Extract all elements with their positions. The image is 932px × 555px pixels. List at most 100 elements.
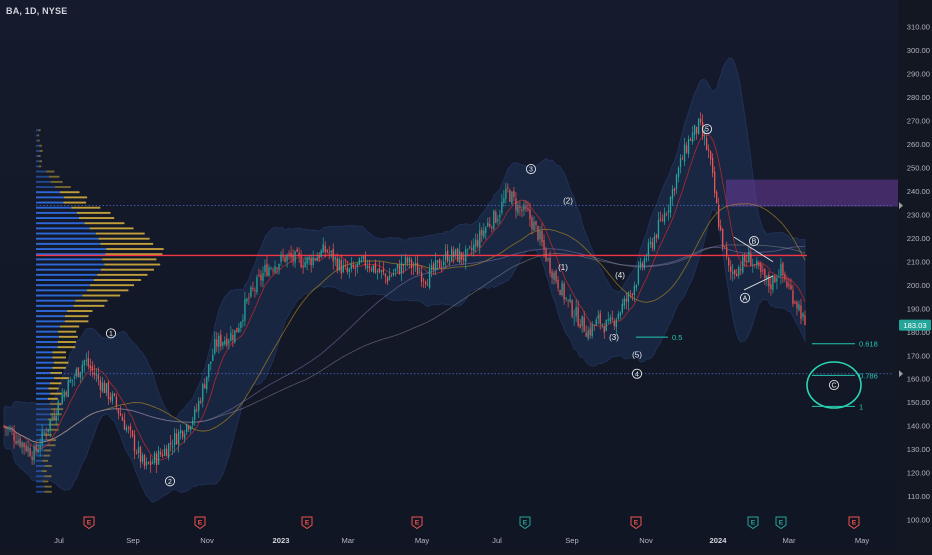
volume-profile-bar-up	[36, 392, 51, 395]
candle-body	[43, 432, 45, 434]
candle-body	[473, 244, 475, 252]
volume-profile-bar-down	[59, 191, 80, 194]
candle-body	[121, 416, 124, 421]
volume-profile-bar-up	[36, 382, 50, 385]
candle-body	[681, 158, 684, 160]
candle-body	[655, 234, 658, 239]
candle-body	[768, 274, 770, 287]
earnings-marker[interactable]: E	[747, 516, 759, 530]
fib-level-label: 1	[859, 402, 863, 411]
candle-body	[294, 251, 296, 263]
candle-body	[707, 149, 710, 151]
earnings-icon	[194, 516, 206, 530]
candle-body	[730, 266, 732, 272]
candle-body	[517, 205, 519, 213]
candle-body	[583, 317, 585, 332]
candle-body	[770, 284, 772, 289]
candle-body	[97, 374, 99, 380]
candle-body	[378, 268, 381, 273]
price-axis[interactable]: 310.00 300.00 290.00 280.00 270.00 260.00 250.…	[898, 0, 932, 550]
candle-body	[412, 266, 415, 268]
candle-body	[111, 393, 114, 402]
candle-body	[746, 260, 748, 263]
candle-body	[625, 299, 627, 302]
candle-body	[262, 273, 264, 281]
candle-body	[599, 313, 601, 324]
volume-profile-bar-up	[36, 377, 55, 380]
wave-label-B: B	[748, 236, 760, 247]
bollinger-bands	[3, 57, 806, 503]
candle-body	[278, 264, 280, 270]
candle-body	[296, 249, 298, 252]
candle-body	[553, 272, 555, 280]
candle-body	[422, 279, 425, 281]
wave-label-C: C	[828, 379, 840, 391]
candle-body	[539, 231, 541, 240]
symbol-title[interactable]: BA, 1D, NYSE	[6, 6, 68, 16]
earnings-marker[interactable]: E	[301, 516, 313, 530]
candle-body	[635, 285, 638, 288]
volume-profile-bar-up	[36, 170, 47, 173]
volume-profile-bar-up	[36, 480, 43, 483]
volume-profile-bar-down	[50, 180, 63, 183]
earnings-marker[interactable]: E	[194, 516, 206, 530]
earnings-marker[interactable]: E	[83, 516, 95, 530]
candle-body	[29, 448, 31, 457]
candle-body	[123, 419, 126, 430]
candle-body	[310, 258, 312, 266]
volume-profile-bar-down	[58, 330, 77, 333]
candle-body	[81, 364, 83, 373]
candle-body	[384, 273, 387, 277]
candle-body	[286, 255, 288, 262]
candle-body	[531, 217, 533, 230]
volume-profile-bar-down	[42, 480, 49, 483]
wave-label-circle	[631, 368, 643, 379]
earnings-marker[interactable]: E	[630, 516, 642, 530]
candle-body	[9, 429, 11, 431]
time-axis-label: Sep	[565, 536, 579, 545]
fib-level-label: 0.5	[672, 333, 682, 342]
candle-body	[525, 206, 527, 209]
candle-body	[667, 210, 670, 213]
horizontal-levels[interactable]	[36, 205, 892, 375]
candle-body	[487, 222, 489, 227]
candle-body	[5, 426, 7, 429]
candle-body	[671, 189, 674, 200]
wave-label-circle	[164, 476, 176, 487]
candle-body	[451, 248, 453, 261]
candle-body	[370, 269, 373, 271]
candle-body	[316, 257, 318, 262]
volume-profile-bar-up	[36, 403, 51, 405]
candle-body	[501, 201, 503, 214]
candle-body	[61, 395, 63, 404]
volume-profile-bar-up	[36, 397, 48, 400]
volume-profile-bar-up	[36, 268, 101, 271]
volume-profile-bar-down	[44, 485, 52, 488]
earnings-marker[interactable]: E	[519, 516, 531, 530]
volume-profile-bar-up	[36, 217, 79, 219]
price-tick-label: 270.00	[907, 117, 930, 126]
annotations[interactable]: 1 2 3 4 5 (1) (2) (3) (4) (5) A B C 0.5 0.618 0.786 1	[105, 124, 878, 487]
candle-body	[202, 384, 204, 402]
candle-body	[513, 191, 515, 197]
volume-profile-bar-down	[89, 284, 134, 287]
candle-body	[782, 262, 784, 276]
candle-body	[242, 319, 244, 322]
volume-profile-bar-up	[36, 315, 65, 318]
candle-body	[481, 230, 483, 236]
candle-body	[212, 354, 214, 361]
earnings-marker[interactable]: E	[848, 516, 860, 530]
candle-body	[27, 446, 29, 452]
candle-body	[364, 255, 366, 266]
earnings-marker[interactable]: E	[411, 516, 423, 530]
candle-body	[712, 157, 714, 173]
candle-body	[762, 270, 764, 272]
earnings-marker[interactable]: E	[775, 516, 787, 530]
time-axis[interactable]: Jul Sep Nov 2023 Mar May Jul Sep Nov 2024 Mar May E E…	[54, 516, 869, 545]
candle-body	[324, 245, 326, 252]
candle-body	[645, 258, 648, 260]
candle-body	[334, 257, 336, 260]
candle-body	[716, 192, 718, 204]
